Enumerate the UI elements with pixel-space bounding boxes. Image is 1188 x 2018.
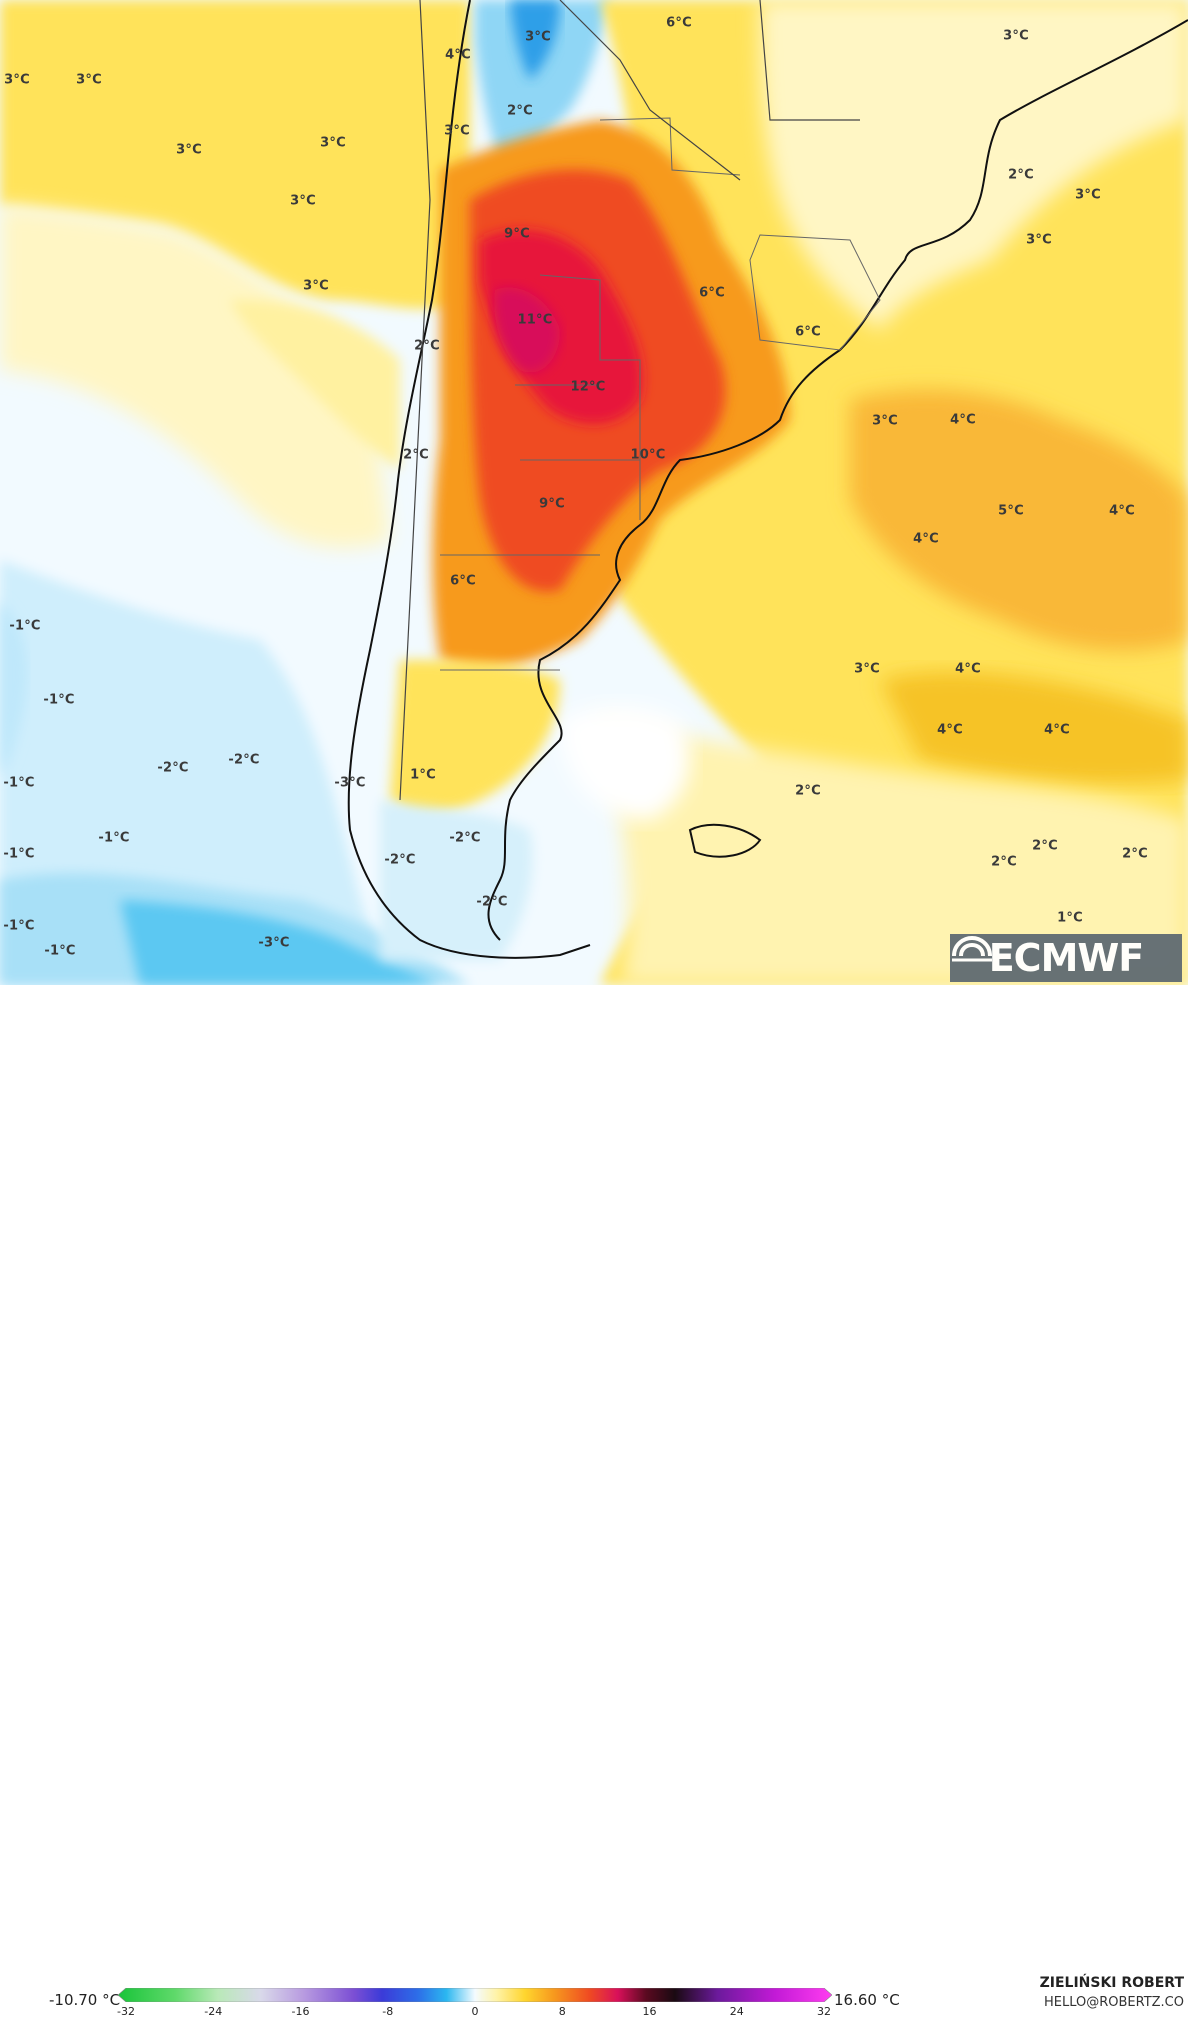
warm-patch-atlantic-south [880,671,1188,784]
temperature-label: 3°C [320,135,346,151]
ecmwf-wave-icon [952,935,992,962]
colorbar-tick-label: 24 [729,2005,744,2018]
map-canvas [0,0,1188,985]
colorbar-tick-label: -8 [382,2005,394,2018]
pacific-coastline [347,0,591,959]
temperature-label: 2°C [1032,838,1058,854]
temperature-label: 2°C [991,854,1017,870]
temperature-label: 2°C [1008,167,1034,183]
temperature-label: 2°C [1122,846,1148,862]
temperature-label: 10°C [630,447,666,463]
temperature-label: 4°C [1044,722,1070,738]
colorbar-tick-label: -24 [204,2005,223,2018]
colorbar-tick-label: -16 [291,2005,310,2018]
atlantic-coastline [487,19,1188,941]
author-name: ZIELIŃSKI ROBERT [1039,1975,1184,1991]
colorbar [118,1988,832,2002]
temperature-label: 2°C [403,447,429,463]
temperature-label: 1°C [1057,910,1083,926]
temperature-label: 3°C [176,142,202,158]
temperature-label: 4°C [1109,503,1135,519]
pale-yellow-pacific [230,300,400,470]
colorbar-tick-label: 16 [642,2005,657,2018]
temperature-label: -1°C [3,918,35,934]
pale-zone-brazil [760,0,1188,330]
temperature-label: 3°C [444,123,470,139]
temperature-label: 3°C [303,278,329,294]
temperature-label: 9°C [539,496,565,512]
colorbar-tick-label: -32 [117,2005,135,2018]
temperature-label: 4°C [913,531,939,547]
temperature-label: 12°C [570,379,606,395]
warm-patch-atlantic [850,389,1188,651]
temperature-label: -2°C [157,760,189,776]
colorbar-tick-label: 32 [817,2005,831,2018]
temperature-label: -1°C [3,846,35,862]
cold-patch-west [0,600,28,780]
national-borders [399,0,860,801]
temperature-label: 2°C [795,783,821,799]
pale-zone-pacific [0,205,390,548]
temperature-label: 3°C [76,72,102,88]
temperature-label: -1°C [3,775,35,791]
temperature-label: 2°C [414,338,440,354]
temperature-label: -1°C [9,618,41,634]
temperature-label: -1°C [43,692,75,708]
temperature-label: 3°C [1026,232,1052,248]
temperature-label: 11°C [517,312,553,328]
pale-zone-south-atlantic [600,720,1188,985]
temperature-map: 3°C 3°C 3°C 3°C 3°C 3°C 4°C 3°C 6°C 3°C 2°C 3°C 9°C 2… [0,0,1188,985]
colorbar-tick-label: 0 [471,2005,479,2018]
cool-patch-atlantic [560,705,690,820]
mild-zone-patagonia [390,660,560,815]
temperature-label: -3°C [258,935,290,951]
hottest-zone-argentina [480,230,643,424]
temperature-label: 3°C [525,29,551,45]
province-borders [440,117,881,671]
peak-zone-argentina [494,287,560,373]
temperature-label: 3°C [854,661,880,677]
falkland-islands [688,823,762,858]
temperature-label: -2°C [384,852,416,868]
temperature-label: 3°C [872,413,898,429]
temperature-label: -2°C [476,894,508,910]
temperature-label: -1°C [98,830,130,846]
author-email[interactable]: HELLO@ROBERTZ.CO [1043,1995,1184,2010]
temperature-label: 3°C [290,193,316,209]
temperature-label: 6°C [666,15,692,31]
temperature-label: 3°C [1003,28,1029,44]
ecmwf-logo: ECMWF [950,934,1182,982]
colorbar-tick-label: 8 [558,2005,566,2018]
andes-cold-north [475,0,610,175]
legend-footer: -10.70 °C [0,985,1188,2018]
temperature-label: 3°C [1075,187,1101,203]
temperature-label: 4°C [445,47,471,63]
temperature-label: 2°C [507,103,533,119]
colorbar-max-label: 16.60 °C [834,1991,900,2009]
temperature-label: 9°C [504,226,530,242]
temperature-label: 1°C [410,767,436,783]
temperature-label: 4°C [955,661,981,677]
temperature-label: -2°C [228,752,260,768]
temperature-label: 4°C [950,412,976,428]
ecmwf-logo-text: ECMWF [988,936,1145,980]
andes-cold-core [510,0,560,80]
temperature-label: -2°C [449,830,481,846]
warm-zone-pacific-north [0,0,470,309]
temperature-label: 6°C [795,324,821,340]
temperature-label: 6°C [450,573,476,589]
temperature-label: 4°C [937,722,963,738]
temperature-label: 6°C [699,285,725,301]
temperature-label: -3°C [334,775,366,791]
colder-zone-south [120,900,440,985]
temperature-label: -1°C [44,943,76,959]
temperature-label: 3°C [4,72,30,88]
temperature-label: 5°C [998,503,1024,519]
cold-zone-patagonia [380,800,533,960]
colorbar-min-label: -10.70 °C [49,1991,121,2009]
